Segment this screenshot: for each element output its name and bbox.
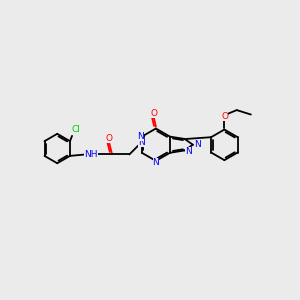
Text: N: N [138, 138, 145, 147]
Text: N: N [194, 140, 200, 148]
Text: Cl: Cl [71, 125, 80, 134]
Text: O: O [221, 112, 229, 122]
Text: N: N [137, 131, 144, 140]
Text: N: N [185, 146, 192, 155]
Text: N: N [152, 158, 159, 167]
Text: O: O [151, 109, 158, 118]
Text: NH: NH [84, 150, 98, 159]
Text: O: O [105, 134, 112, 143]
